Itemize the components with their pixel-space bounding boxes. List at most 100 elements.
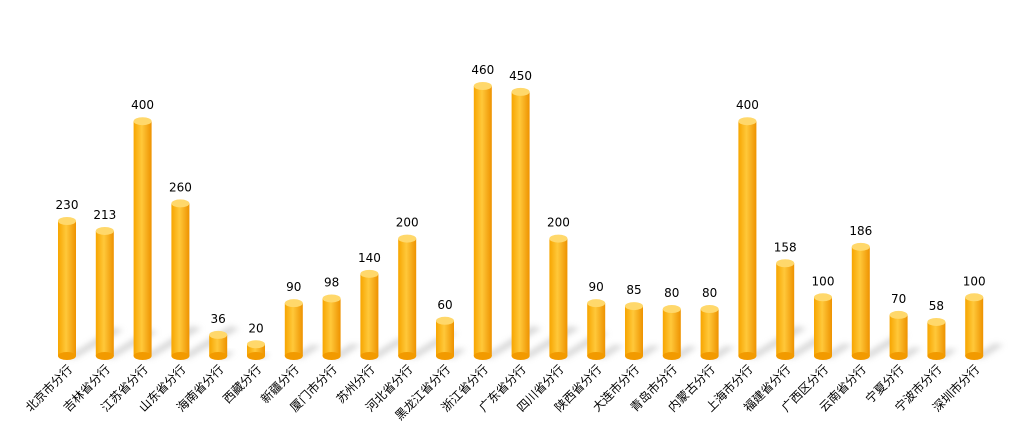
bar-body: [889, 314, 908, 356]
bar: [171, 199, 190, 360]
category-labels: 北京市分行吉林省分行江苏省分行山东省分行海南省分行西藏分行新疆分行厦门市分行苏州…: [22, 362, 982, 424]
bar: [473, 82, 492, 360]
bar-top: [549, 234, 568, 243]
bar-top: [889, 310, 908, 319]
bar: [889, 310, 908, 360]
bar-base: [851, 352, 870, 360]
bar-top: [360, 269, 379, 278]
bar-body: [662, 309, 681, 356]
bar-body: [247, 344, 265, 356]
data-label: 60: [437, 298, 452, 312]
bar-top: [95, 226, 114, 235]
bar-top: [738, 117, 757, 126]
bar-base: [738, 352, 757, 360]
bar-base: [662, 352, 681, 360]
bar: [58, 217, 76, 360]
bar-top: [587, 299, 606, 308]
bar: [851, 242, 870, 360]
data-label: 450: [509, 69, 532, 83]
bar-top: [662, 305, 681, 314]
bar-top: [171, 199, 190, 208]
bar-top: [322, 294, 341, 303]
bar-top: [851, 242, 870, 251]
bar-body: [851, 246, 870, 356]
bar-top: [58, 217, 76, 225]
bar-top: [927, 317, 946, 326]
bar-base: [473, 352, 492, 360]
data-label: 460: [471, 63, 494, 77]
bar-body: [322, 298, 341, 356]
bar-top: [247, 340, 265, 349]
bar-base: [700, 352, 719, 360]
bar-base: [171, 352, 190, 360]
bar: [133, 117, 152, 360]
bar-body: [738, 121, 757, 356]
bar-body: [625, 306, 643, 356]
bar-top: [473, 82, 492, 90]
bar-body: [700, 309, 719, 356]
bar-base: [927, 352, 946, 360]
bar-top: [209, 330, 228, 339]
bar: [511, 87, 530, 360]
data-label: 80: [702, 286, 717, 300]
bar-base: [322, 352, 341, 360]
bar-base: [247, 352, 265, 360]
bar-body: [436, 320, 454, 356]
bars: [58, 82, 984, 360]
bar: [209, 330, 228, 360]
bar: [284, 299, 303, 360]
bar: [965, 293, 984, 360]
bar-top: [284, 299, 303, 308]
bar-base: [209, 352, 228, 360]
bar: [700, 305, 719, 360]
data-label: 80: [664, 286, 679, 300]
bar: [738, 117, 757, 360]
bar-top: [776, 259, 795, 268]
data-label: 200: [547, 216, 570, 230]
bar-base: [965, 352, 984, 360]
bar-body: [58, 221, 76, 356]
data-label: 200: [396, 216, 419, 230]
bar: [549, 234, 568, 360]
bar-base: [95, 352, 114, 360]
bar: [247, 340, 265, 360]
bar: [625, 302, 643, 360]
bar-base: [436, 352, 454, 360]
bar: [398, 234, 417, 360]
data-label: 400: [736, 98, 759, 112]
bar-top: [625, 302, 643, 311]
bar-body: [549, 238, 568, 356]
bar: [927, 317, 946, 360]
bar-top: [511, 87, 530, 96]
bar: [814, 293, 832, 360]
bar-body: [776, 263, 795, 356]
bar-base: [587, 352, 606, 360]
bar: [322, 294, 341, 360]
bar: [436, 316, 454, 360]
bar-body: [284, 303, 303, 356]
bar: [662, 305, 681, 360]
data-label: 20: [248, 321, 263, 335]
bar-top: [436, 316, 454, 325]
data-label: 186: [849, 224, 872, 238]
data-label: 230: [56, 198, 79, 212]
data-label: 90: [589, 280, 604, 294]
bar-base: [814, 352, 832, 360]
data-label: 100: [963, 274, 986, 288]
data-label: 90: [286, 280, 301, 294]
bar-body: [209, 334, 228, 356]
bar-base: [625, 352, 643, 360]
bar-body: [587, 303, 606, 356]
bar-body: [398, 238, 417, 356]
bar-base: [360, 352, 379, 360]
data-label: 85: [626, 283, 641, 297]
data-label: 260: [169, 180, 192, 194]
bar-body: [473, 86, 492, 356]
bar-body: [133, 121, 152, 356]
bar-top: [965, 293, 984, 302]
data-label: 36: [211, 312, 226, 326]
bar-body: [360, 273, 379, 356]
bar-top: [398, 234, 417, 243]
data-label: 98: [324, 275, 339, 289]
